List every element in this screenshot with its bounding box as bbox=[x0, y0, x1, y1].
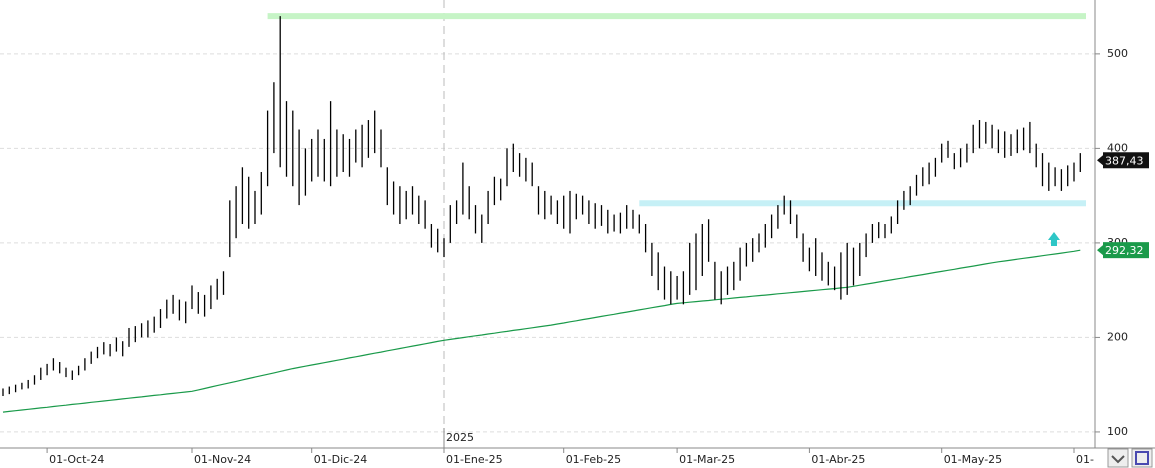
moving-average bbox=[2, 249, 1081, 413]
y-tick-label: 100 bbox=[1107, 425, 1128, 438]
last-price-pointer bbox=[1097, 155, 1103, 166]
arrow-icon bbox=[1048, 232, 1060, 246]
x-tick-label: 01-Nov-24 bbox=[194, 453, 251, 466]
x-tick-label: 01-May-25 bbox=[944, 453, 1002, 466]
y-tick-label: 500 bbox=[1107, 47, 1128, 60]
ma-last-label: 292,32 bbox=[1105, 244, 1144, 257]
save-icon bbox=[1135, 451, 1149, 465]
x-tick-label: 01-Dic-24 bbox=[314, 453, 368, 466]
x-tick-label: 01-Abr-25 bbox=[811, 453, 865, 466]
x-tick-label: 01-Feb-25 bbox=[566, 453, 621, 466]
ma-last-box bbox=[1103, 242, 1149, 259]
x-tick-label: 01-Mar-25 bbox=[679, 453, 735, 466]
y-tick-label: 200 bbox=[1107, 330, 1128, 343]
y-tick-label: 400 bbox=[1107, 141, 1128, 154]
last-price-box bbox=[1103, 152, 1149, 169]
year-label: 2025 bbox=[446, 431, 474, 444]
dropdown-icon bbox=[1111, 455, 1125, 464]
ma-last-pointer bbox=[1097, 245, 1103, 256]
x-tick-label: 01-Oct-24 bbox=[49, 453, 104, 466]
x-tick-label: 01-Ene-25 bbox=[446, 453, 503, 466]
x-tick-label: 01- bbox=[1076, 453, 1094, 466]
settings-button[interactable] bbox=[1107, 448, 1129, 468]
last-price-label: 387,43 bbox=[1105, 154, 1144, 167]
